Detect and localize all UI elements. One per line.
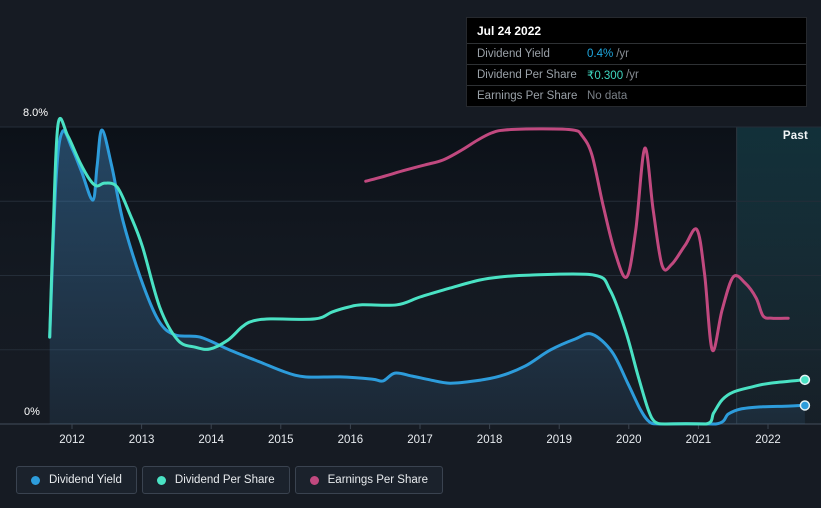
tooltip-row-dividend-yield: Dividend Yield 0.4% /yr xyxy=(467,43,806,64)
x-axis-label: 2014 xyxy=(198,434,224,446)
series-area-dividend-yield xyxy=(49,130,805,424)
tooltip-row-value: No data xyxy=(587,90,628,102)
x-axis-label: 2021 xyxy=(686,434,712,446)
chart-tooltip: Jul 24 2022 Dividend Yield 0.4% /yr Divi… xyxy=(466,17,807,107)
tooltip-date: Jul 24 2022 xyxy=(477,24,542,38)
series-line-dividend-per-share xyxy=(48,116,807,426)
tooltip-row-dividend-per-share: Dividend Per Share ₹0.300 /yr xyxy=(467,64,806,85)
tooltip-row-earnings-per-share: Earnings Per Share No data xyxy=(467,85,806,106)
x-axis-label: 2019 xyxy=(546,434,572,446)
past-band-label: Past xyxy=(782,130,808,142)
legend-item-dividend-per-share[interactable]: Dividend Per Share xyxy=(141,466,290,494)
x-axis-label: 2020 xyxy=(616,434,642,446)
series-line-earnings-per-share xyxy=(364,127,790,353)
tooltip-row-label: Earnings Per Share xyxy=(477,90,578,102)
x-axis-label: 2013 xyxy=(129,434,155,446)
earnings-per-share-color-dot xyxy=(309,475,319,485)
x-axis-label: 2016 xyxy=(338,434,364,446)
series-end-marker-dividend-yield xyxy=(799,400,811,411)
x-axis-label: 2015 xyxy=(268,434,294,446)
legend: Dividend Yield Dividend Per Share Earnin… xyxy=(16,466,443,494)
tooltip-row-suffix: /yr xyxy=(626,69,639,81)
tooltip-row-suffix: /yr xyxy=(616,48,629,60)
y-axis-label-top: 8.0% xyxy=(23,107,49,119)
legend-item-dividend-yield[interactable]: Dividend Yield xyxy=(16,466,137,494)
series-line-dividend-yield xyxy=(48,128,807,426)
legend-label: Earnings Per Share xyxy=(327,474,428,486)
y-axis-label-bottom: 0% xyxy=(24,406,40,418)
x-axis-label: 2022 xyxy=(755,434,781,446)
dividend-yield-color-dot xyxy=(31,475,40,485)
x-axis-label: 2018 xyxy=(477,434,503,446)
legend-label: Dividend Per Share xyxy=(174,474,275,486)
tooltip-row-label: Dividend Yield xyxy=(477,48,550,60)
x-axis-label: 2012 xyxy=(59,434,85,446)
series-end-marker-dividend-per-share xyxy=(799,374,811,386)
legend-item-earnings-per-share[interactable]: Earnings Per Share xyxy=(294,466,443,494)
tooltip-row-value: ₹0.300 xyxy=(587,70,624,82)
chart: 2012 2013 2014 2015 2016 2017 2018 2019 2020 2021… xyxy=(0,116,821,446)
legend-label: Dividend Yield xyxy=(49,474,122,486)
x-axis-label: 2017 xyxy=(407,434,433,446)
tooltip-row-label: Dividend Per Share xyxy=(477,69,577,81)
tooltip-row-value: 0.4% xyxy=(587,48,614,60)
dividend-per-share-color-dot xyxy=(156,475,166,485)
